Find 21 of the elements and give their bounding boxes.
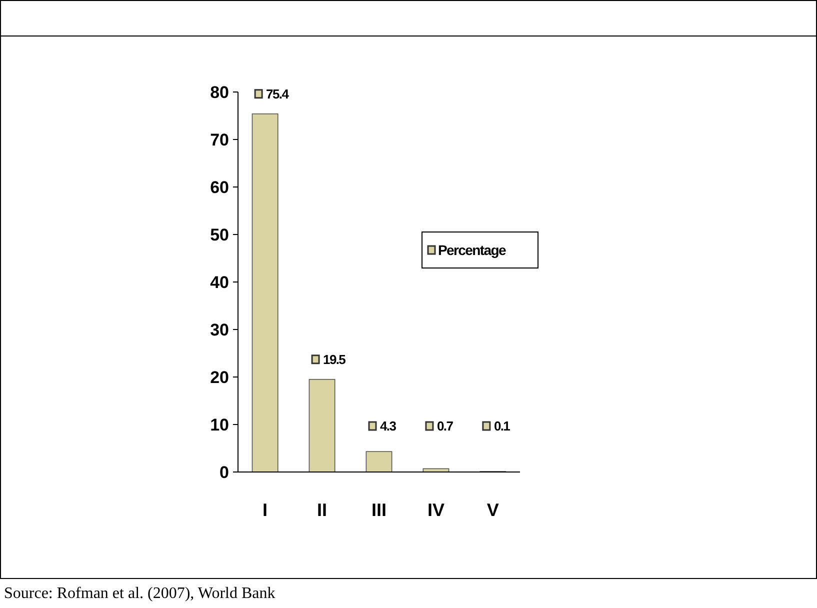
- y-tick-label: 80: [210, 82, 229, 102]
- y-tick-label: 60: [210, 178, 229, 197]
- x-tick-label: V: [486, 500, 499, 520]
- data-label: 75.4: [266, 86, 290, 102]
- x-tick-label: II: [317, 500, 328, 520]
- data-label: 0.1: [494, 418, 510, 434]
- y-tick-label: 50: [210, 225, 229, 244]
- x-tick-label: IV: [427, 500, 444, 520]
- y-tick-label: 10: [210, 415, 229, 434]
- data-label: 19.5: [323, 352, 346, 367]
- data-label: 4.3: [380, 418, 396, 434]
- y-tick-label: 0: [220, 462, 229, 482]
- y-tick-label: 20: [210, 368, 229, 387]
- x-tick-label: III: [371, 500, 387, 520]
- y-tick-label: 40: [210, 272, 229, 292]
- legend-label: Percentage: [438, 242, 506, 258]
- y-tick-label: 30: [210, 320, 229, 340]
- x-tick-label: I: [262, 500, 268, 520]
- source-note: Source: Rofman et al. (2007), World Bank: [4, 585, 276, 602]
- data-label: 0.7: [436, 418, 454, 434]
- y-tick-label: 70: [210, 130, 229, 150]
